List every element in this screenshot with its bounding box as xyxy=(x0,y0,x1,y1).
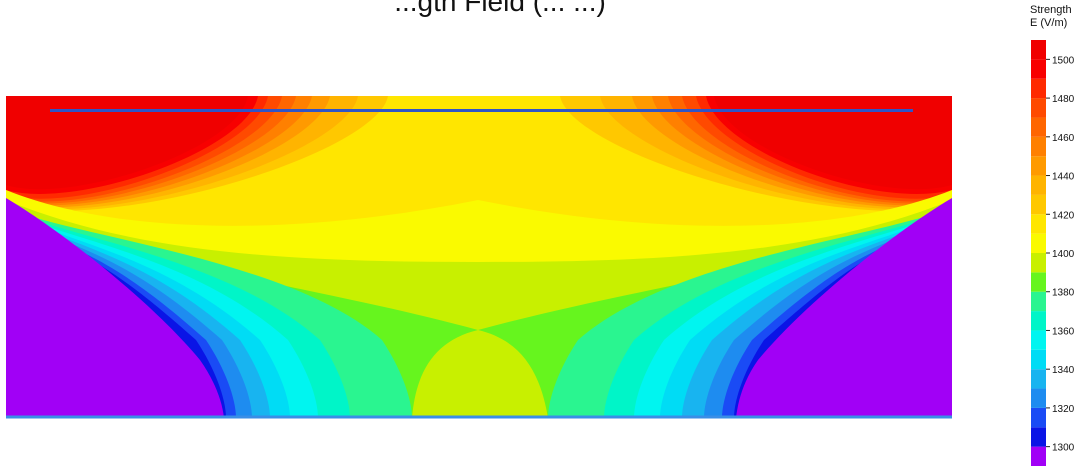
colorbar-swatch-1310 xyxy=(1031,407,1046,428)
colorbar-swatch-1410 xyxy=(1031,214,1046,234)
colorbar-swatch-1440 xyxy=(1031,156,1046,176)
colorbar-title: Strength E (V/m) xyxy=(1030,4,1080,30)
colorbar-swatch-1400 xyxy=(1031,233,1046,253)
field-heatmap xyxy=(6,96,952,418)
colorbar-swatch-1480 xyxy=(1031,78,1046,99)
colorbar-tick-label-1420: 1420 xyxy=(1052,210,1075,221)
colorbar-swatch-1330 xyxy=(1031,369,1046,389)
colorbar-tick-label-1300: 1300 xyxy=(1052,443,1075,454)
field-region-1290-left xyxy=(6,198,224,418)
colorbar-swatch-1500 xyxy=(1031,40,1046,60)
colorbar-swatch-1450 xyxy=(1031,136,1046,157)
colorbar-tick-label-1500: 1500 xyxy=(1052,55,1075,66)
chart-title: ...gth Field (... ...) xyxy=(394,0,606,17)
colorbar-swatch-1340 xyxy=(1031,349,1046,370)
colorbar-tick-label-1400: 1400 xyxy=(1052,249,1075,260)
colorbar-swatch-1350 xyxy=(1031,330,1046,350)
colorbar-tick-label-1480: 1480 xyxy=(1052,94,1075,105)
colorbar-swatch-1390 xyxy=(1031,253,1046,273)
colorbar-swatch-1420 xyxy=(1031,194,1046,215)
colorbar-tick-label-1460: 1460 xyxy=(1052,133,1075,144)
colorbar-tick-label-1380: 1380 xyxy=(1052,288,1075,299)
colorbar-title-line2: E (V/m) xyxy=(1030,17,1068,29)
colorbar-tick-label-1440: 1440 xyxy=(1052,172,1075,183)
colorbar-swatch-1490 xyxy=(1031,59,1046,79)
colorbar-swatch-1380 xyxy=(1031,272,1046,292)
colorbar-swatch-1360 xyxy=(1031,311,1046,331)
colorbar-swatch-1290 xyxy=(1031,446,1046,466)
colorbar-tick-label-1340: 1340 xyxy=(1052,365,1075,376)
colorbar-tick-label-1320: 1320 xyxy=(1052,404,1075,415)
colorbar-swatch-1370 xyxy=(1031,291,1046,312)
colorbar-swatch-1300 xyxy=(1031,427,1046,447)
field-region-1290-right xyxy=(736,198,952,418)
colorbar-swatch-1320 xyxy=(1031,388,1046,408)
colorbar-swatch-1470 xyxy=(1031,98,1046,118)
colorbar-title-line1: Strength xyxy=(1030,4,1072,16)
colorbar: 1300 1320 1340 1360 1380 1400 1420 1440 1460 1480… xyxy=(1031,40,1075,466)
colorbar-swatch-1430 xyxy=(1031,175,1046,195)
colorbar-tick-label-1360: 1360 xyxy=(1052,326,1075,337)
colorbar-swatch-1460 xyxy=(1031,117,1046,137)
